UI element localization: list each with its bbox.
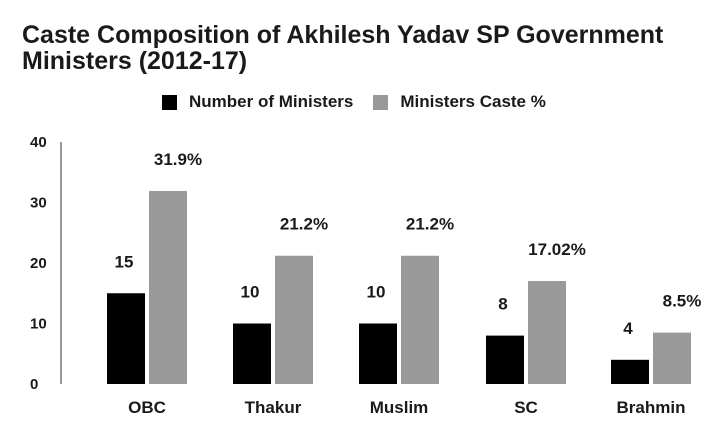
bar-ministers-caste-percent [149,191,187,384]
legend-item-percent: Ministers Caste % [373,92,546,112]
legend-label-percent: Ministers Caste % [400,92,546,111]
bar-number-of-ministers [486,335,524,384]
bar-ministers-caste-percent [653,332,691,384]
x-category-label: Brahmin [617,398,686,417]
y-tick-label: 10 [30,316,47,333]
data-label-percent: 31.9% [154,150,202,169]
data-label-number: 8 [498,295,507,314]
bar-ministers-caste-percent [275,255,313,384]
legend: Number of Ministers Ministers Caste % [162,92,566,112]
legend-label-number: Number of Ministers [189,92,354,111]
bar-ministers-caste-percent [401,255,439,384]
x-category-label: Muslim [370,398,429,417]
bar-number-of-ministers [233,323,271,384]
x-category-label: Thakur [245,398,302,417]
data-label-percent: 8.5% [663,292,702,311]
legend-item-number: Number of Ministers [162,92,353,112]
bar-number-of-ministers [107,293,145,384]
y-tick-label: 30 [30,195,47,212]
x-category-label: OBC [128,398,166,417]
data-label-number: 15 [115,252,134,271]
data-label-number: 4 [623,319,633,338]
legend-swatch-number [162,94,177,110]
bar-ministers-caste-percent [528,281,566,384]
y-tick-label: 0 [30,376,38,393]
bar-number-of-ministers [359,323,397,384]
y-tick-label: 40 [30,134,47,151]
data-label-number: 10 [367,283,386,302]
legend-swatch-percent [373,94,389,110]
bar-number-of-ministers [611,359,649,384]
data-label-percent: 21.2% [406,215,454,234]
chart-title: Caste Composition of Akhilesh Yadav SP G… [22,21,664,75]
data-label-percent: 21.2% [280,215,328,234]
x-category-label: SC [514,398,538,417]
data-label-number: 10 [241,283,260,302]
data-label-percent: 17.02% [528,240,586,259]
y-tick-label: 20 [30,255,47,272]
